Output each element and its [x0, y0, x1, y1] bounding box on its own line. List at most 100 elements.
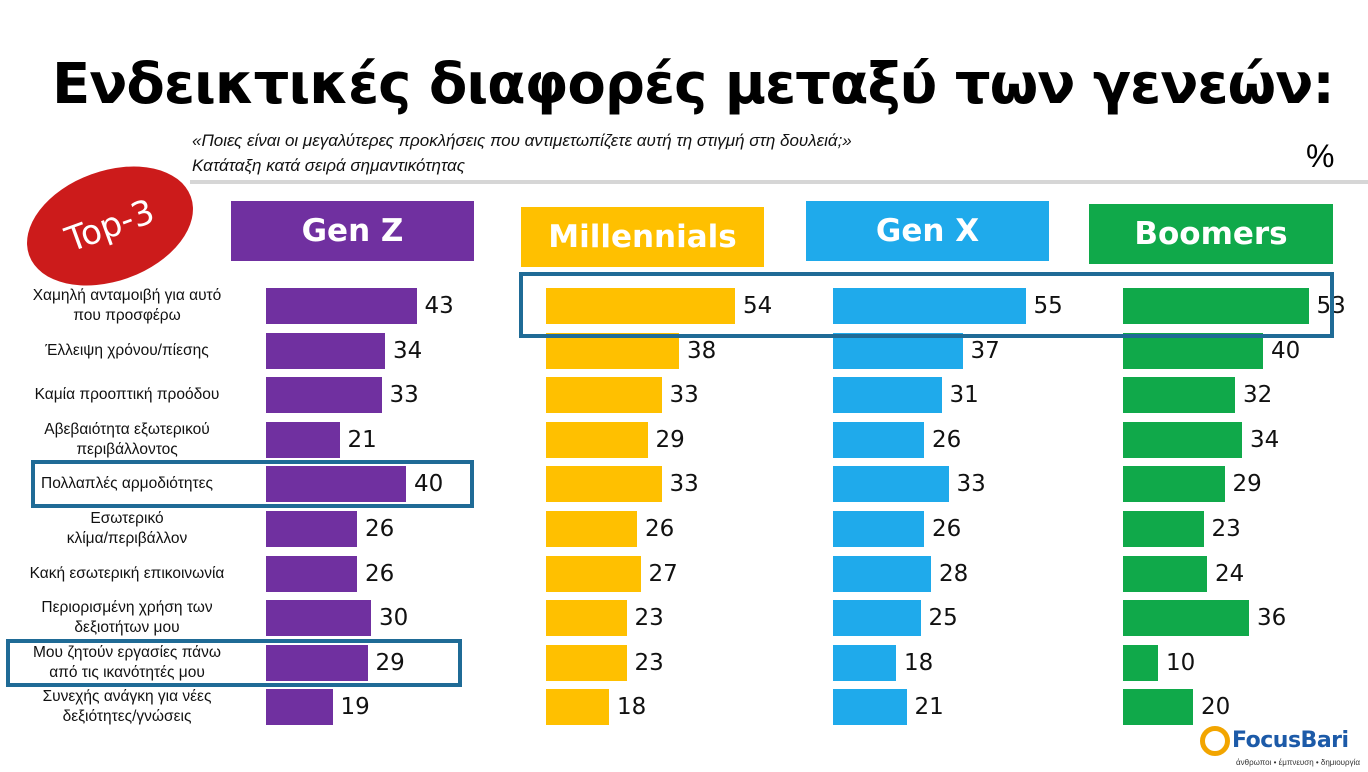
bar-boomers-0: [1123, 288, 1309, 324]
value-label-genz-8: 29: [375, 649, 405, 676]
bar-genx-3: [833, 421, 924, 458]
logo-text: FocusBari: [1232, 728, 1349, 753]
bar-millennials-6: [546, 555, 641, 592]
bar-genz-8: [266, 644, 368, 681]
value-label-genz-9: 19: [340, 694, 370, 721]
value-label-genz-4: 40: [414, 471, 444, 498]
bar-boomers-3: [1123, 421, 1242, 458]
bar-genz-6: [266, 555, 357, 592]
bar-boomers-9: [1123, 689, 1193, 726]
series-header-millennials: Millennials: [521, 207, 764, 267]
value-label-boomers-6: 24: [1215, 560, 1245, 587]
value-label-millennials-1: 38: [687, 337, 717, 364]
value-label-genx-9: 21: [914, 694, 944, 721]
value-label-millennials-8: 23: [634, 649, 664, 676]
bar-boomers-4: [1123, 466, 1225, 503]
value-label-millennials-7: 23: [634, 605, 664, 632]
value-label-genx-5: 26: [932, 516, 962, 542]
category-label-5: Εσωτερικό κλίμα/περιβάλλον: [66, 510, 188, 547]
bar-millennials-4: [546, 466, 662, 503]
category-label-7: Περιορισμένη χρήση των δεξιοτήτων μου: [41, 599, 213, 637]
ranking-note: Κατάταξη κατά σειρά σημαντικότητας: [192, 156, 465, 175]
value-label-millennials-6: 27: [648, 560, 678, 587]
bar-genx-2: [833, 377, 942, 414]
genz-highlight-box-4: [31, 460, 474, 509]
top3-badge-label: Top-3: [60, 191, 160, 261]
value-label-boomers-7: 36: [1257, 605, 1287, 632]
logo-tagline: άνθρωποι • έμπνευση • δημιουργία: [1236, 758, 1360, 767]
value-label-genx-3: 26: [932, 426, 962, 453]
bar-millennials-5: [546, 511, 637, 547]
value-label-boomers-2: 32: [1243, 382, 1273, 409]
bar-genx-0: [833, 288, 1026, 324]
category-label-8: Μου ζητούν εργασίες πάνω από τις ικανότητ…: [33, 643, 221, 681]
bar-millennials-2: [546, 377, 662, 414]
value-label-boomers-1: 40: [1271, 337, 1301, 364]
category-label-0: Χαμηλή ανταμοιβή για αυτό που προσφέρω: [32, 287, 222, 324]
value-label-millennials-5: 26: [645, 516, 675, 542]
top-row-highlight-box: [519, 272, 1334, 338]
bar-genz-7: [266, 600, 371, 637]
bar-millennials-0: [546, 288, 735, 324]
divider: [190, 180, 1368, 184]
bar-genz-2: [266, 377, 382, 414]
value-label-genz-0: 43: [424, 293, 454, 319]
bar-millennials-1: [546, 332, 679, 369]
bar-genx-5: [833, 511, 924, 547]
bar-millennials-3: [546, 421, 648, 458]
series-header-genz: Gen Z: [231, 201, 474, 261]
value-label-genx-1: 37: [970, 337, 1000, 364]
magnifier-icon: [1200, 726, 1230, 756]
bar-genz-0: [266, 288, 417, 324]
value-label-genx-0: 55: [1033, 293, 1063, 319]
value-label-genz-3: 21: [347, 426, 377, 453]
value-label-genx-6: 28: [939, 560, 969, 587]
bar-genx-1: [833, 332, 963, 369]
value-label-boomers-3: 34: [1250, 426, 1280, 453]
bar-boomers-2: [1123, 377, 1235, 414]
value-label-genx-2: 31: [949, 382, 979, 409]
value-label-millennials-0: 54: [743, 293, 773, 319]
value-label-boomers-5: 23: [1211, 516, 1241, 542]
value-label-genz-5: 26: [365, 516, 395, 542]
category-label-6: Κακή εσωτερική επικοινωνία: [29, 564, 225, 582]
value-label-genz-6: 26: [365, 560, 395, 587]
bar-genz-5: [266, 511, 357, 547]
unit-label: %: [1306, 138, 1335, 174]
top3-badge: Top-3: [10, 144, 210, 308]
bar-genx-8: [833, 644, 896, 681]
series-header-boomers: Boomers: [1089, 204, 1333, 264]
question-text: «Ποιες είναι οι μεγαλύτερες προκλήσεις π…: [192, 131, 852, 150]
category-label-4: Πολλαπλές αρμοδιότητες: [41, 475, 213, 493]
bar-millennials-7: [546, 600, 627, 637]
value-label-genx-8: 18: [904, 649, 934, 676]
value-label-boomers-9: 20: [1201, 694, 1231, 721]
value-label-boomers-4: 29: [1232, 471, 1262, 498]
bar-millennials-8: [546, 644, 627, 681]
bar-boomers-8: [1123, 644, 1158, 681]
bar-genx-6: [833, 555, 931, 592]
category-label-2: Καμία προοπτική προόδου: [34, 386, 220, 404]
value-label-millennials-2: 33: [669, 382, 699, 409]
bar-boomers-1: [1123, 332, 1263, 369]
bar-boomers-5: [1123, 511, 1204, 547]
bar-genx-4: [833, 466, 949, 503]
value-label-millennials-3: 29: [655, 426, 685, 453]
category-label-1: Έλλειψη χρόνου/πίεσης: [45, 341, 209, 359]
category-label-9: Συνεχής ανάγκη για νέες δεξιότητες/γνώσει…: [42, 688, 212, 726]
page-title: Ενδεικτικές διαφορές μεταξύ των γενεών:: [52, 52, 1335, 117]
value-label-millennials-9: 18: [617, 694, 647, 721]
bar-boomers-7: [1123, 600, 1249, 637]
bar-genz-4: [266, 466, 406, 503]
bar-genz-3: [266, 421, 340, 458]
bar-genz-9: [266, 689, 333, 726]
value-label-boomers-8: 10: [1166, 649, 1196, 676]
bar-genz-1: [266, 332, 385, 369]
genz-highlight-box-8: [6, 638, 462, 687]
bar-boomers-6: [1123, 555, 1207, 592]
value-label-genx-4: 33: [956, 471, 986, 498]
bar-genx-9: [833, 689, 907, 726]
bar-millennials-9: [546, 689, 609, 726]
value-label-genz-2: 33: [389, 382, 419, 409]
category-label-3: Αβεβαιότητα εξωτερικού περιβάλλοντος: [44, 420, 210, 458]
